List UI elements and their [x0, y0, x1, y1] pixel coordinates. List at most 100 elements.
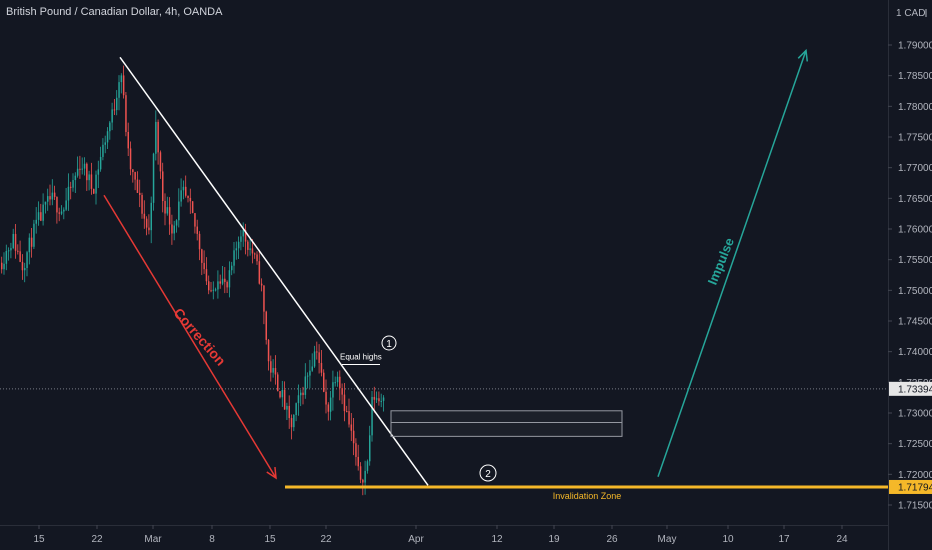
candle-body: [53, 192, 56, 197]
candle-up: [166, 196, 169, 216]
candle-body: [196, 226, 198, 234]
candle-body: [359, 466, 362, 480]
x-tick-label: 10: [722, 534, 734, 545]
candle-down: [320, 349, 323, 377]
candle-up: [150, 196, 152, 244]
candle-body: [14, 233, 17, 251]
x-tick-label: 19: [548, 534, 560, 545]
candle-down: [134, 171, 136, 191]
candle-body: [219, 281, 221, 284]
impulse-arrow[interactable]: [657, 48, 809, 478]
x-tick-label: 17: [778, 534, 790, 545]
candle-down: [203, 250, 205, 274]
candle-down: [79, 155, 81, 179]
candle-down: [359, 462, 362, 484]
x-tick-label: 22: [91, 534, 103, 545]
candle-down: [164, 193, 166, 226]
candle-body: [33, 223, 35, 247]
candle-up: [364, 460, 366, 495]
candle-down: [14, 224, 17, 259]
candle-down: [19, 240, 21, 263]
candle-body: [366, 461, 369, 471]
candle-up: [67, 173, 70, 211]
candle-body: [313, 351, 316, 367]
candle-body: [173, 225, 175, 234]
candle-down: [224, 267, 226, 294]
candle-down: [290, 414, 293, 440]
y-tick-label: 1.77000: [898, 163, 932, 174]
candle-down: [210, 281, 212, 293]
candle-down: [189, 188, 192, 214]
candle-body: [182, 186, 185, 191]
candle-body: [311, 366, 313, 371]
y-tick-label: 1.76500: [898, 194, 932, 205]
candle-down: [247, 239, 249, 257]
candle-body: [336, 376, 339, 383]
candle-down: [198, 231, 201, 261]
candle-body: [37, 212, 40, 220]
candle-body: [208, 281, 210, 291]
candle-body: [318, 352, 320, 363]
candle-body: [256, 254, 258, 262]
candle-down: [270, 355, 272, 382]
candle-down: [288, 395, 290, 429]
candle-up: [76, 156, 79, 178]
candle-up: [380, 393, 382, 408]
candle-up: [233, 241, 235, 274]
candle-body: [362, 479, 364, 483]
candle-body: [254, 253, 256, 255]
candle-body: [382, 397, 385, 401]
candle-body: [279, 391, 281, 398]
candle-up: [309, 359, 311, 389]
candle-up: [366, 459, 369, 474]
candle-body: [93, 188, 95, 194]
candle-body: [274, 368, 277, 375]
candle-body: [1, 262, 3, 270]
candle-up: [95, 170, 97, 205]
candle-down: [339, 370, 341, 401]
candle-body: [339, 376, 341, 389]
y-tick-label: 1.72000: [898, 470, 932, 481]
candle-body: [244, 230, 247, 242]
candle-body: [162, 171, 164, 202]
candle-body: [293, 415, 295, 428]
zone-box[interactable]: [390, 410, 623, 437]
candle-body: [178, 201, 180, 221]
candle-body: [104, 142, 106, 145]
candle-up: [65, 187, 67, 212]
invalidation-price-badge-bg: [889, 479, 932, 494]
currency-label: 1 CAD: [896, 8, 925, 19]
candle-body: [194, 213, 196, 227]
candle-up: [221, 266, 224, 286]
candle-body: [260, 283, 263, 286]
correction-arrow[interactable]: [103, 194, 277, 480]
candle-body: [113, 109, 116, 111]
candle-body: [129, 148, 132, 170]
candle-down: [136, 171, 139, 194]
candle-body: [102, 144, 104, 157]
candle-down: [1, 256, 3, 274]
candle-body: [10, 248, 12, 251]
candle-up: [26, 250, 28, 277]
candle-down: [86, 162, 88, 191]
candle-body: [143, 213, 146, 219]
candle-body: [21, 261, 24, 271]
candle-body: [201, 249, 203, 263]
candle-up: [214, 287, 217, 292]
y-tick-label: 1.78000: [898, 102, 932, 113]
candle-body: [290, 418, 293, 428]
candle-body: [40, 212, 42, 221]
candle-up: [24, 262, 26, 283]
current-price-badge: 1.73394: [889, 381, 932, 396]
candle-down: [187, 195, 189, 203]
candle-down: [348, 398, 350, 428]
trendline[interactable]: [119, 56, 429, 486]
y-tick-label: 1.75500: [898, 255, 932, 266]
candle-up: [297, 384, 300, 416]
candle-body: [228, 270, 231, 288]
candle-up: [5, 244, 8, 271]
candle-body: [281, 389, 284, 398]
candle-down: [325, 379, 327, 414]
